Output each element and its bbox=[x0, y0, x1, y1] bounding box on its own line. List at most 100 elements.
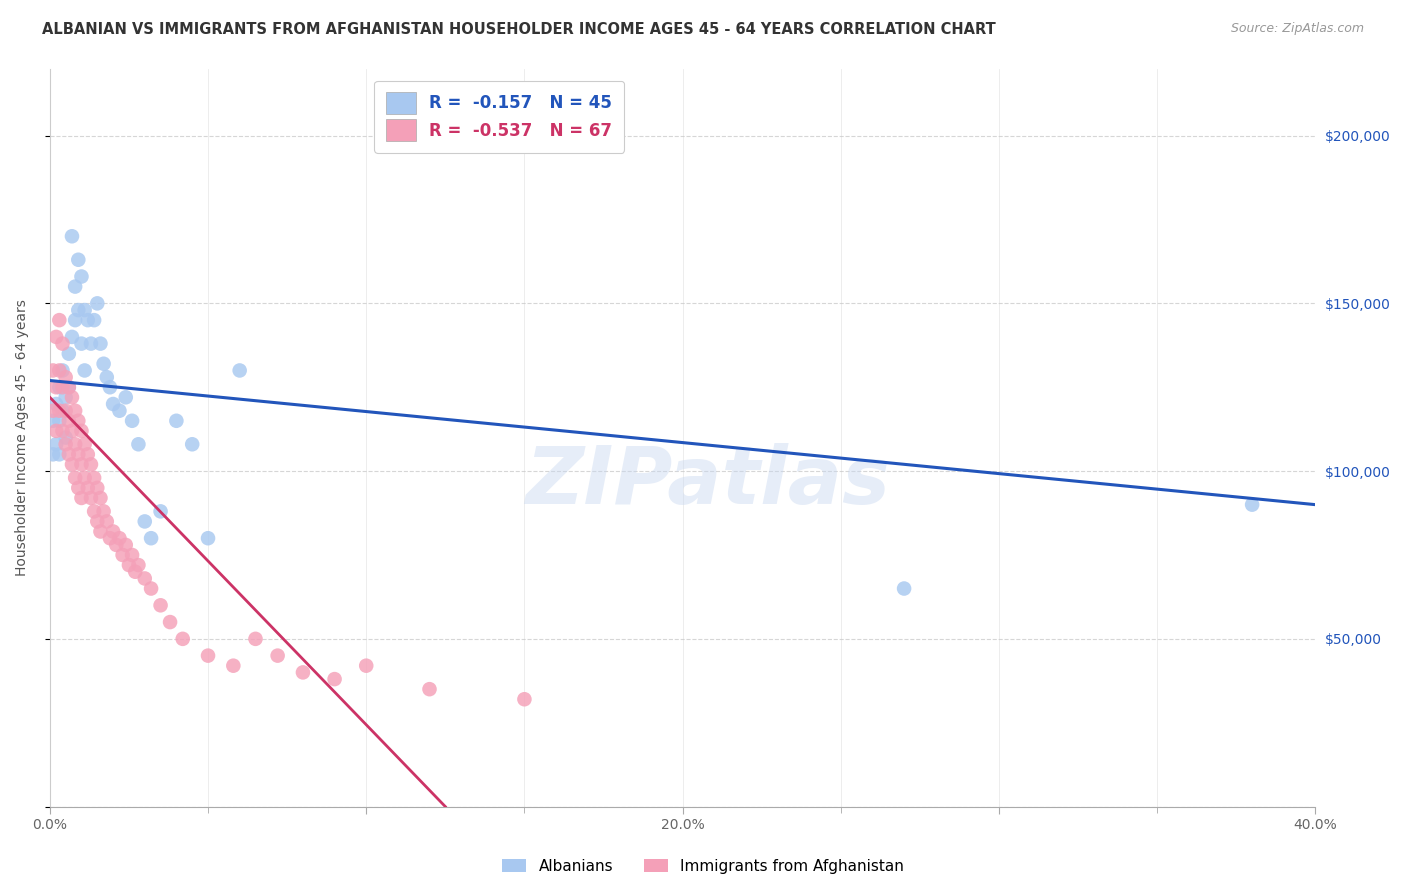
Point bbox=[55, 437, 77, 451]
Point bbox=[48, 313, 70, 327]
Point bbox=[58, 380, 80, 394]
Point bbox=[48, 447, 70, 461]
Point bbox=[86, 515, 108, 529]
Point bbox=[165, 414, 187, 428]
Point bbox=[181, 437, 204, 451]
Point bbox=[96, 515, 118, 529]
Point bbox=[76, 481, 98, 495]
Point bbox=[80, 336, 103, 351]
Point bbox=[63, 437, 86, 451]
Point bbox=[139, 582, 162, 596]
Point bbox=[55, 370, 77, 384]
Point bbox=[73, 363, 96, 377]
Point bbox=[63, 313, 86, 327]
Point bbox=[98, 380, 121, 394]
Text: Source: ZipAtlas.com: Source: ZipAtlas.com bbox=[1230, 22, 1364, 36]
Point bbox=[114, 390, 136, 404]
Point bbox=[291, 665, 314, 680]
Point bbox=[48, 380, 70, 394]
Point bbox=[197, 648, 219, 663]
Point bbox=[58, 347, 80, 361]
Point bbox=[55, 403, 77, 417]
Point bbox=[93, 357, 115, 371]
Point bbox=[105, 538, 128, 552]
Point bbox=[67, 481, 90, 495]
Point bbox=[89, 336, 111, 351]
Point bbox=[42, 403, 65, 417]
Point bbox=[42, 414, 65, 428]
Point bbox=[83, 313, 105, 327]
Point bbox=[139, 531, 162, 545]
Legend: R =  -0.157   N = 45, R =  -0.537   N = 67: R = -0.157 N = 45, R = -0.537 N = 67 bbox=[374, 80, 624, 153]
Point bbox=[60, 229, 83, 244]
Point bbox=[58, 447, 80, 461]
Point bbox=[51, 336, 73, 351]
Point bbox=[63, 471, 86, 485]
Point bbox=[93, 504, 115, 518]
Point bbox=[86, 296, 108, 310]
Point bbox=[67, 414, 90, 428]
Point bbox=[45, 397, 67, 411]
Point bbox=[197, 531, 219, 545]
Point bbox=[89, 524, 111, 539]
Point bbox=[266, 648, 288, 663]
Point bbox=[222, 658, 245, 673]
Point bbox=[48, 414, 70, 428]
Point bbox=[127, 437, 149, 451]
Point bbox=[70, 458, 93, 472]
Text: ZIPatlas: ZIPatlas bbox=[526, 442, 890, 521]
Point bbox=[149, 599, 172, 613]
Point bbox=[159, 615, 181, 629]
Point bbox=[893, 582, 915, 596]
Point bbox=[83, 504, 105, 518]
Point bbox=[51, 403, 73, 417]
Point bbox=[108, 531, 131, 545]
Point bbox=[67, 252, 90, 267]
Point bbox=[76, 313, 98, 327]
Point bbox=[96, 370, 118, 384]
Point bbox=[323, 672, 346, 686]
Point bbox=[101, 397, 124, 411]
Point bbox=[118, 558, 141, 572]
Point bbox=[86, 481, 108, 495]
Point bbox=[60, 390, 83, 404]
Point bbox=[58, 414, 80, 428]
Point bbox=[418, 682, 440, 697]
Point bbox=[51, 380, 73, 394]
Point bbox=[228, 363, 250, 377]
Point bbox=[73, 471, 96, 485]
Point bbox=[80, 491, 103, 505]
Y-axis label: Householder Income Ages 45 - 64 years: Householder Income Ages 45 - 64 years bbox=[15, 299, 30, 576]
Point bbox=[60, 424, 83, 438]
Point bbox=[55, 431, 77, 445]
Point bbox=[63, 403, 86, 417]
Point bbox=[83, 471, 105, 485]
Point bbox=[513, 692, 536, 706]
Point bbox=[121, 548, 143, 562]
Point bbox=[76, 447, 98, 461]
Point bbox=[124, 565, 146, 579]
Point bbox=[58, 380, 80, 394]
Point bbox=[89, 491, 111, 505]
Point bbox=[1241, 498, 1264, 512]
Point bbox=[55, 390, 77, 404]
Point bbox=[134, 572, 156, 586]
Point bbox=[70, 336, 93, 351]
Point bbox=[114, 538, 136, 552]
Point bbox=[73, 437, 96, 451]
Point bbox=[70, 491, 93, 505]
Point bbox=[48, 403, 70, 417]
Point bbox=[70, 424, 93, 438]
Point bbox=[45, 380, 67, 394]
Point bbox=[45, 424, 67, 438]
Point bbox=[121, 414, 143, 428]
Point bbox=[172, 632, 194, 646]
Point bbox=[80, 458, 103, 472]
Point bbox=[70, 269, 93, 284]
Point bbox=[73, 303, 96, 318]
Point bbox=[149, 504, 172, 518]
Point bbox=[45, 330, 67, 344]
Point bbox=[45, 437, 67, 451]
Text: ALBANIAN VS IMMIGRANTS FROM AFGHANISTAN HOUSEHOLDER INCOME AGES 45 - 64 YEARS CO: ALBANIAN VS IMMIGRANTS FROM AFGHANISTAN … bbox=[42, 22, 995, 37]
Point bbox=[42, 447, 65, 461]
